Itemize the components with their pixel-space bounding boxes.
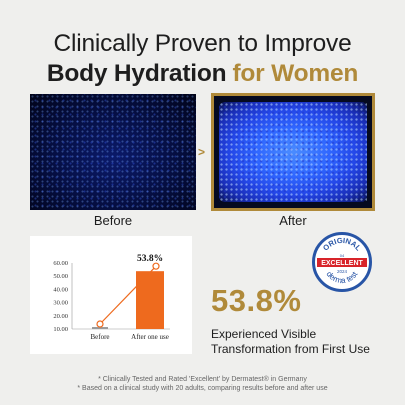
trend-line: [99, 265, 157, 325]
after-image: [211, 93, 375, 211]
headline-gold-text: for Women: [232, 60, 359, 87]
footnote-1: * Clinically Tested and Rated 'Excellent…: [98, 376, 307, 383]
badge-svg: ORIGINAL 04 EXCELLENT 2024 derma test: [317, 236, 367, 285]
y-tick-label: 20.00: [53, 313, 68, 320]
footnote-2: * Based on a clinical study with 20 adul…: [77, 385, 328, 392]
dermatest-badge: ORIGINAL 04 EXCELLENT 2024 derma test: [312, 232, 372, 292]
badge-year-top: 04: [340, 253, 345, 258]
chart-svg: 60.00 50.00 40.00 30.00 20.00 10.00 Before Aft…: [53, 254, 170, 341]
after-caption: After: [279, 213, 307, 228]
y-tick-label: 10.00: [53, 326, 68, 333]
after-hydration-glow: [219, 102, 367, 202]
labels-group: Before After one use 53.8%: [90, 254, 168, 341]
y-axis-ticks: 60.00 50.00 40.00 30.00 20.00 10.00: [53, 260, 68, 333]
y-tick-label: 60.00: [53, 260, 68, 267]
headline-line1: Clinically Proven to Improve: [53, 30, 352, 57]
badge-year: 2024: [337, 269, 348, 274]
headline-line2: Body Hydration for Women: [0, 60, 405, 88]
badge-ribbon: [317, 258, 367, 267]
bar-value-label: 53.8%: [137, 254, 163, 264]
badge-bottom-text: derma test: [325, 269, 360, 285]
bar-before: [92, 327, 108, 329]
result-description: Experienced Visible Transformation from …: [211, 327, 370, 356]
badge-top-text: ORIGINAL: [321, 236, 363, 253]
headline-dark-text: Body Hydration: [46, 60, 227, 87]
before-image: [30, 94, 196, 210]
trend-point: [96, 320, 104, 328]
trend-point: [152, 262, 160, 270]
after-skin-texture: [219, 102, 367, 202]
before-skin-texture: [30, 94, 196, 210]
arrow-icon: >: [198, 145, 206, 159]
before-caption: Before: [93, 213, 133, 228]
y-tick-label: 30.00: [53, 300, 68, 307]
y-tick-label: 40.00: [53, 286, 68, 293]
x-category-label: Before: [90, 333, 109, 341]
hydration-chart: 60.00 50.00 40.00 30.00 20.00 10.00 Before Aft…: [30, 236, 192, 354]
result-percent: 53.8%: [211, 283, 302, 318]
x-category-label: After one use: [131, 333, 169, 341]
badge-rating: EXCELLENT: [321, 260, 363, 267]
bars-group: [92, 271, 164, 329]
bar-after: [136, 271, 164, 329]
y-tick-label: 50.00: [53, 273, 68, 280]
